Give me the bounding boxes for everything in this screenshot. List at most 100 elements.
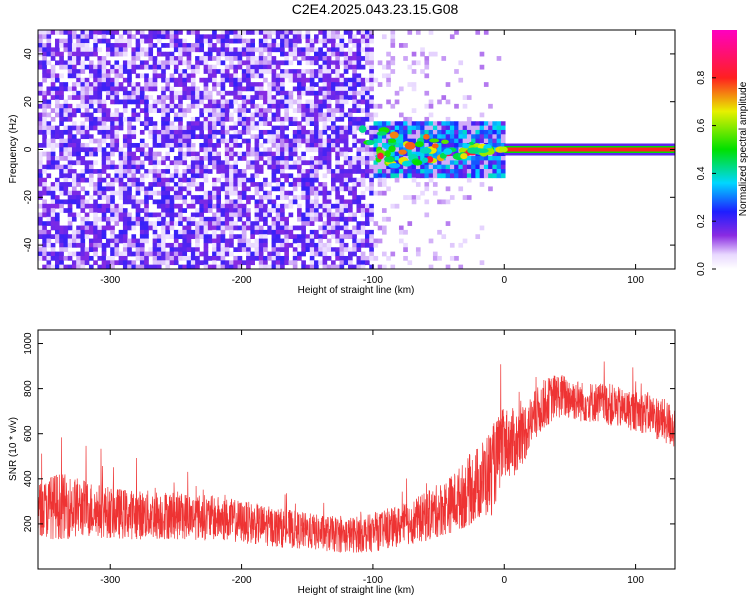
heatmap-cell	[59, 95, 64, 100]
heatmap-cell	[424, 199, 430, 205]
heatmap-cell	[54, 51, 60, 57]
heatmap-cell	[195, 208, 200, 213]
heatmap-cell	[500, 173, 506, 179]
heatmap-cell	[352, 182, 357, 187]
heatmap-cell	[169, 251, 175, 257]
heatmap-cell	[190, 30, 196, 35]
heatmap-cell	[178, 73, 183, 79]
heatmap-cell	[496, 164, 502, 170]
heatmap-cell	[415, 164, 421, 170]
heatmap-cell	[305, 142, 311, 148]
heatmap-cell	[263, 208, 268, 213]
heatmap-cell	[331, 221, 336, 226]
heatmap-cell	[139, 251, 145, 257]
heatmap-cell	[135, 255, 141, 261]
heatmap-cell	[326, 90, 332, 96]
heatmap-cell	[254, 90, 260, 96]
heatmap-cell	[322, 208, 328, 213]
heatmap-cell	[339, 177, 345, 183]
heatmap-cell	[271, 208, 277, 213]
heatmap-cell	[432, 182, 438, 187]
heatmap-cell	[186, 216, 192, 222]
heatmap-cell	[305, 47, 311, 53]
heatmap-cell	[173, 125, 179, 131]
heatmap-cell	[275, 221, 281, 226]
heatmap-cell	[267, 134, 272, 140]
heatmap-cell	[381, 190, 387, 196]
heatmap-cell	[301, 190, 306, 196]
heatmap-cell	[343, 138, 349, 144]
heatmap-cell	[348, 251, 353, 257]
heatmap-cell	[305, 43, 311, 48]
heatmap-cell	[348, 156, 353, 161]
heatmap-cell	[127, 177, 132, 183]
heatmap-cell	[314, 116, 319, 122]
heatmap-cell	[297, 242, 302, 248]
heatmap-cell	[415, 134, 421, 140]
heatmap-cell	[63, 208, 69, 213]
heatmap-cell	[428, 129, 434, 135]
heatmap-cell	[135, 156, 141, 161]
heatmap-cell	[229, 260, 234, 266]
heatmap-cell	[212, 116, 217, 122]
heatmap-cell	[152, 238, 158, 244]
heatmap-cell	[220, 51, 226, 57]
heatmap-cell	[152, 60, 158, 66]
heatmap-cell	[195, 56, 200, 61]
heatmap-cell	[67, 173, 73, 179]
heatmap-cell	[54, 255, 60, 261]
heatmap-cell	[76, 234, 81, 239]
heatmap-cell	[84, 216, 90, 222]
heatmap-cell	[212, 190, 217, 196]
heatmap-cell	[335, 99, 340, 105]
heatmap-cell	[178, 264, 183, 269]
heatmap-cell	[390, 151, 396, 157]
heatmap-cell	[335, 108, 340, 113]
heatmap-cell	[369, 73, 374, 79]
heatmap-cell	[237, 86, 243, 92]
heatmap-cell	[67, 203, 73, 209]
heatmap-cell	[169, 125, 175, 131]
heatmap-cell	[471, 160, 476, 166]
heatmap-cell	[169, 103, 175, 109]
heatmap-cell	[224, 208, 230, 213]
heatmap-cell	[46, 212, 52, 218]
heatmap-cell	[356, 208, 362, 213]
signal-blob	[388, 163, 401, 169]
heatmap-cell	[348, 234, 353, 239]
heatmap-cell	[343, 43, 349, 48]
heatmap-cell	[241, 234, 247, 239]
heatmap-cell	[195, 60, 200, 66]
heatmap-cell	[67, 134, 73, 140]
heatmap-cell	[437, 160, 442, 166]
heatmap-cell	[165, 134, 171, 140]
heatmap-cell	[305, 90, 311, 96]
x-tick-label: -300	[100, 275, 120, 286]
heatmap-cell	[331, 216, 336, 222]
heatmap-cell	[475, 125, 481, 131]
heatmap-cell	[156, 73, 162, 79]
heatmap-cell	[297, 212, 302, 218]
heatmap-cell	[190, 234, 196, 239]
heatmap-cell	[479, 169, 485, 174]
heatmap-cell	[411, 69, 417, 74]
heatmap-cell	[173, 203, 179, 209]
heatmap-cell	[229, 82, 234, 87]
heatmap-cell	[241, 43, 247, 48]
heatmap-cell	[233, 190, 238, 196]
heatmap-cell	[229, 77, 234, 83]
heatmap-cell	[114, 238, 120, 244]
heatmap-cell	[339, 138, 345, 144]
heatmap-cell	[148, 116, 154, 122]
heatmap-cell	[182, 195, 188, 200]
heatmap-cell	[199, 260, 205, 266]
heatmap-cell	[42, 164, 47, 170]
heatmap-cell	[441, 129, 447, 135]
heatmap-cell	[488, 169, 493, 174]
heatmap-cell	[84, 38, 90, 44]
heatmap-cell	[71, 69, 77, 74]
heatmap-cell	[127, 186, 132, 192]
heatmap-cell	[250, 116, 255, 122]
heatmap-cell	[263, 238, 268, 244]
heatmap-cell	[335, 90, 340, 96]
